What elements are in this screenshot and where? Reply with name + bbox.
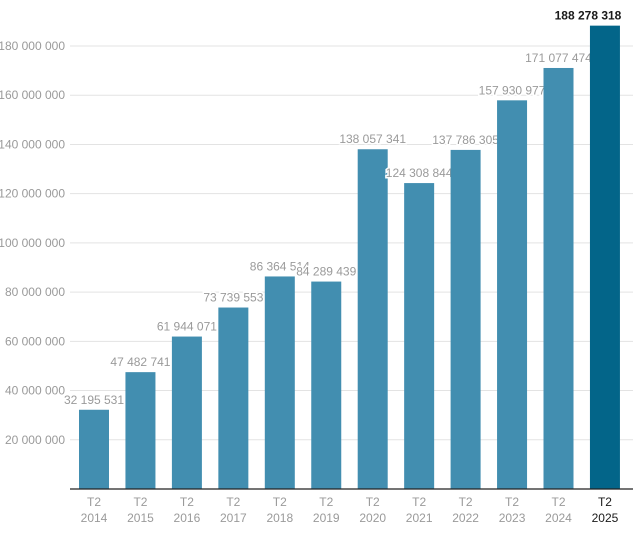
data-label: 47 482 741 xyxy=(110,355,170,369)
bar xyxy=(311,281,342,489)
bar xyxy=(497,100,528,489)
bar xyxy=(79,409,109,489)
x-tick-label-quarter: T2 xyxy=(273,495,287,509)
bar xyxy=(404,183,435,490)
x-tick-label-quarter: T2 xyxy=(459,495,473,509)
x-tick-label-quarter: T2 xyxy=(180,495,194,509)
y-tick-label: 100 000 000 xyxy=(0,236,65,250)
data-label: 32 195 531 xyxy=(64,393,124,407)
data-label: 138 057 341 xyxy=(339,132,406,146)
x-tick-label-year: 2018 xyxy=(266,511,293,525)
y-tick-label: 40 000 000 xyxy=(5,384,65,398)
bar xyxy=(450,149,481,489)
y-tick-label: 80 000 000 xyxy=(5,285,65,299)
x-tick-label-quarter: T2 xyxy=(133,495,147,509)
y-tick-label: 180 000 000 xyxy=(0,39,65,53)
bar xyxy=(543,67,574,489)
bar xyxy=(125,372,156,489)
x-tick-label-year: 2020 xyxy=(359,511,386,525)
bar xyxy=(171,336,202,489)
x-tick-label-year: 2014 xyxy=(81,511,108,525)
data-label: 86 364 514 xyxy=(250,259,310,273)
x-tick-label-year: 2024 xyxy=(545,511,572,525)
x-tick-label-year: 2023 xyxy=(499,511,526,525)
data-label: 61 944 071 xyxy=(157,320,217,334)
bar xyxy=(589,25,620,489)
x-tick-label-year: 2017 xyxy=(220,511,247,525)
data-label: 137 786 305 xyxy=(432,133,499,147)
data-label: 157 930 977 xyxy=(479,83,546,97)
x-tick-label-quarter: T2 xyxy=(319,495,333,509)
x-tick-label-quarter: T2 xyxy=(87,495,101,509)
x-tick-label-year: 2022 xyxy=(452,511,479,525)
x-tick-label-quarter: T2 xyxy=(505,495,519,509)
bar xyxy=(264,276,295,489)
x-tick-label-quarter: T2 xyxy=(366,495,380,509)
x-tick-label-year: 2021 xyxy=(406,511,433,525)
x-tick-label-year: 2016 xyxy=(174,511,201,525)
y-tick-label: 140 000 000 xyxy=(0,137,65,151)
x-tick-label-year: 2019 xyxy=(313,511,340,525)
x-tick-label-quarter: T2 xyxy=(412,495,426,509)
y-tick-label: 120 000 000 xyxy=(0,187,65,201)
data-label: 124 308 844 xyxy=(386,166,453,180)
y-tick-label: 20 000 000 xyxy=(5,433,65,447)
x-tick-label-year: 2015 xyxy=(127,511,154,525)
data-label: 171 077 474 xyxy=(525,51,592,65)
x-tick-label-quarter: T2 xyxy=(551,495,565,509)
data-label: 84 289 439 xyxy=(296,265,356,279)
x-tick-label-quarter: T2 xyxy=(598,495,612,509)
x-tick-label-year: 2025 xyxy=(592,511,619,525)
x-tick-label-quarter: T2 xyxy=(226,495,240,509)
bar xyxy=(357,149,388,489)
bar xyxy=(218,307,249,489)
data-label: 73 739 553 xyxy=(203,291,263,305)
y-tick-label: 160 000 000 xyxy=(0,88,65,102)
y-tick-label: 60 000 000 xyxy=(5,334,65,348)
data-label: 188 278 318 xyxy=(555,9,622,23)
